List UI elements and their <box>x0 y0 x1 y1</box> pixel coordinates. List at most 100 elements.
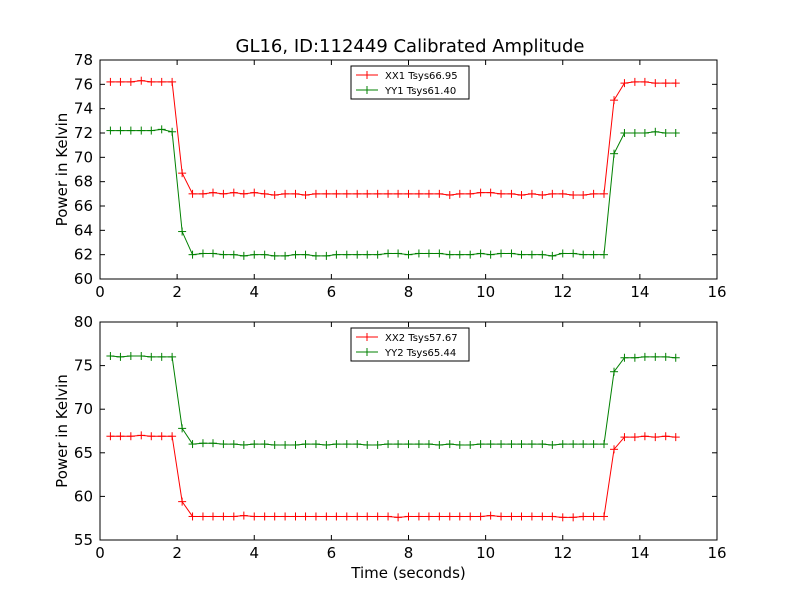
legend-box <box>350 327 470 362</box>
data-point <box>301 512 310 521</box>
data-point <box>281 512 290 521</box>
data-point <box>414 512 423 521</box>
data-point <box>229 250 238 259</box>
data-point <box>579 191 588 200</box>
y-tick-label: 70 <box>74 400 93 418</box>
legend: XX1 Tsys66.95 YY1 Tsys61.40 <box>350 65 470 100</box>
data-point <box>661 432 670 441</box>
data-point <box>527 189 536 198</box>
data-point <box>424 512 433 521</box>
x-tick-label: 2 <box>172 283 182 301</box>
data-point <box>106 77 115 86</box>
data-point <box>363 250 372 259</box>
data-point <box>538 440 547 449</box>
data-point <box>548 251 557 260</box>
data-point <box>497 249 506 258</box>
data-point <box>178 424 187 433</box>
data-point <box>466 250 475 259</box>
data-point <box>507 440 516 449</box>
data-point <box>116 77 125 86</box>
data-point <box>620 353 629 362</box>
data-point <box>671 79 680 88</box>
data-point <box>168 77 177 86</box>
data-point <box>466 440 475 449</box>
data-point <box>198 189 207 198</box>
y-tick-label: 76 <box>74 75 93 93</box>
data-point <box>116 432 125 441</box>
data-point <box>188 189 197 198</box>
data-point <box>147 352 156 361</box>
data-point <box>353 512 362 521</box>
data-point <box>630 129 639 137</box>
data-point <box>538 250 547 259</box>
data-point <box>311 189 320 198</box>
data-point <box>414 440 423 449</box>
y-tick-label: 68 <box>74 173 93 191</box>
data-point <box>394 513 403 522</box>
x-tick-label: 10 <box>476 283 495 301</box>
data-point <box>610 149 619 158</box>
data-point <box>137 76 146 85</box>
data-point <box>507 249 516 258</box>
data-point <box>600 250 609 259</box>
data-point <box>239 189 248 198</box>
data-point <box>291 512 300 521</box>
data-point <box>270 440 279 449</box>
data-point <box>455 189 464 198</box>
data-point <box>147 432 156 441</box>
data-point <box>497 440 506 449</box>
data-point <box>229 440 238 449</box>
y-tick-label: 55 <box>74 531 93 549</box>
data-point <box>414 189 423 198</box>
data-point <box>106 352 115 361</box>
data-point <box>640 352 649 361</box>
data-point <box>147 126 156 135</box>
data-point <box>116 352 125 361</box>
data-point <box>178 169 187 178</box>
data-point <box>404 250 413 259</box>
data-point <box>229 512 238 521</box>
legend-box <box>350 65 470 100</box>
x-axis-label: Time (seconds) <box>350 564 466 582</box>
data-point <box>671 353 680 362</box>
data-point <box>157 352 166 361</box>
data-point <box>435 189 444 198</box>
data-point <box>651 433 660 442</box>
data-point <box>538 191 547 200</box>
data-point <box>178 497 187 506</box>
data-point <box>198 439 207 448</box>
data-point <box>517 512 526 521</box>
data-point <box>301 191 310 200</box>
data-point <box>610 445 619 454</box>
data-point <box>394 440 403 449</box>
data-point <box>126 126 135 135</box>
data-point <box>157 125 166 134</box>
data-point <box>455 440 464 449</box>
data-point <box>589 189 598 198</box>
data-point <box>569 440 578 449</box>
data-point <box>671 129 680 137</box>
data-point <box>497 189 506 198</box>
data-point <box>414 249 423 258</box>
data-point <box>126 352 135 361</box>
data-point <box>291 440 300 449</box>
data-point <box>640 432 649 441</box>
data-point <box>178 227 187 236</box>
data-point <box>558 440 567 449</box>
data-point <box>589 250 598 259</box>
data-point <box>527 512 536 521</box>
y-tick-label: 66 <box>74 197 93 215</box>
data-point <box>394 249 403 258</box>
y-tick-label: 74 <box>74 100 93 118</box>
data-point <box>620 79 629 88</box>
data-point <box>630 353 639 362</box>
data-point <box>445 191 454 200</box>
data-point <box>507 512 516 521</box>
data-point <box>548 189 557 198</box>
data-point <box>600 189 609 198</box>
y-tick-label: 72 <box>74 124 93 142</box>
data-point <box>208 188 217 197</box>
data-point <box>476 440 485 449</box>
data-point <box>445 440 454 449</box>
